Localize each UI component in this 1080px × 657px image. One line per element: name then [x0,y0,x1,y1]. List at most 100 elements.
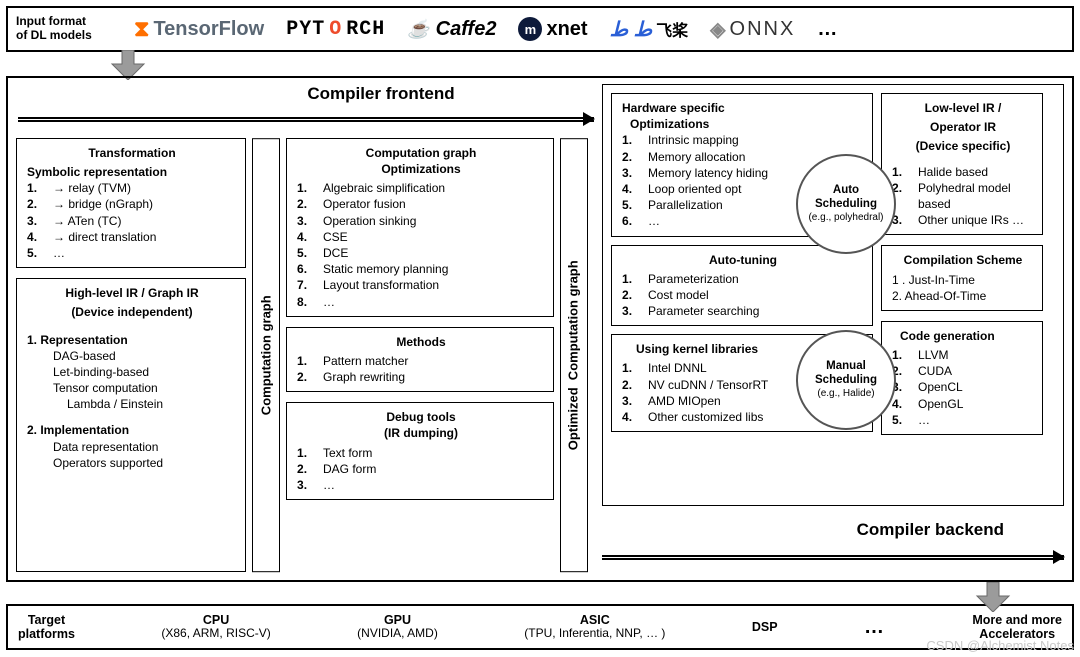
asic-item: ASIC (TPU, Inferentia, NNP, … ) [524,613,665,641]
hw-item: Parallelization [648,197,723,213]
circ2-a: Manual [815,360,877,374]
hir-rep-head: 1. Representation [27,332,237,348]
codegen-item: OpenCL [918,379,963,395]
circ1-a: Auto [808,184,883,198]
lir-item: Halide based [918,164,988,180]
high-level-ir-box: High-level IR / Graph IR (Device indepen… [16,278,246,572]
lir-t2: Operator IR [892,119,1034,135]
circ2-c: (e.g., Halide) [815,388,877,400]
manual-scheduling-circle: Manual Scheduling (e.g., Halide) [796,330,896,430]
auto-item: Parameterization [648,271,739,287]
cgo-item: DCE [323,245,348,261]
frontend-arrow-bar [18,112,594,126]
hw-item: Memory latency hiding [648,165,768,181]
dsp-item: DSP [752,620,778,634]
debug-box: Debug tools (IR dumping) Text form DAG f… [286,402,554,500]
gpu-title: GPU [357,613,438,627]
backend-title: Compiler backend [602,520,1064,540]
onnx-icon: ◈ [710,17,725,42]
mxnet-badge-icon: m [518,17,542,41]
cgo-item: Operator fusion [323,196,406,212]
backend-col2: Low-level IR / Operator IR (Device speci… [881,93,1043,497]
codegen-item: OpenGL [918,396,963,412]
pytorch-logo: PYTORCH [286,18,385,41]
pytorch-pre: PYT [286,18,325,41]
asic-title: ASIC [524,613,665,627]
cpu-item: CPU (X86, ARM, RISC-V) [161,613,270,641]
tensorflow-icon: ⧗ [134,16,149,42]
transformation-box: Transformation Symbolic representation →… [16,138,246,268]
targets-dots: … [864,616,886,639]
target-platforms-band: Target platforms CPU (X86, ARM, RISC-V) … [6,604,1074,650]
cgo-list: Algebraic simplification Operator fusion… [297,180,545,310]
cgo-item: Algebraic simplification [323,180,445,196]
transform-item: → direct translation [53,229,156,245]
codegen-item: LLVM [918,347,948,363]
gpu-sub: (NVIDIA, AMD) [357,627,438,641]
cgo-item: … [323,294,335,310]
target-label: Target platforms [18,613,75,642]
optimized-label-b: Computation graph [566,260,583,380]
hw-item: Intrinsic mapping [648,132,739,148]
paddle-text: 飞桨 [656,17,688,41]
lir-item: Polyhedral model based [918,180,1034,212]
cpu-sub: (X86, ARM, RISC-V) [161,627,270,641]
more-frameworks-dots: … [817,18,839,41]
codegen-box: Code generation LLVM CUDA OpenCL OpenGL … [881,321,1043,435]
backend-arrow-bar [602,550,1064,564]
frontend-col1: Transformation Symbolic representation →… [16,138,246,572]
hir-rep-item: Lambda / Einstein [27,396,237,412]
pytorch-flame-icon: O [329,18,342,41]
onnx-text: ONNX [730,18,796,41]
cgo-item: CSE [323,229,348,245]
autotune-box: Auto-tuning Parameterization Cost model … [611,245,873,327]
circ1-b: Scheduling [808,198,883,212]
frontend-col2: Computation graph Optimizations Algebrai… [286,138,554,572]
debug-item: DAG form [323,461,376,477]
hir-rep-item: Tensor computation [27,380,237,396]
computation-graph-label: Computation graph [252,138,280,572]
pytorch-post: RCH [346,18,385,41]
methods-title: Methods [297,334,545,350]
cpu-title: CPU [161,613,270,627]
hir-impl-item: Data representation [27,439,237,455]
hw-item: … [648,213,660,229]
auto-item: Parameter searching [648,303,759,319]
transform-item: → ATen (TC) [53,213,121,229]
scheme-title: Compilation Scheme [892,252,1034,268]
gpu-item: GPU (NVIDIA, AMD) [357,613,438,641]
codegen-title: Code generation [892,328,1034,344]
cgo-item: Static memory planning [323,261,448,277]
backend-col1: Hardware specific Optimizations Intrinsi… [611,93,873,497]
auto-scheduling-circle: Auto Scheduling (e.g., polyhedral) [796,154,896,254]
debug-title: Debug tools (IR dumping) [297,409,545,441]
debug-item: … [323,477,335,493]
optimized-graph-label: Optimized Computation graph [560,138,588,572]
codegen-item: CUDA [918,363,952,379]
debug-item: Text form [323,445,372,461]
hir-rep-item: Let-binding-based [27,364,237,380]
frontend-body: Transformation Symbolic representation →… [16,138,596,572]
codegen-item: … [918,412,930,428]
scheme-item: 2. Ahead-Of-Time [892,288,1034,304]
optimized-label-a: Optimized [566,387,583,450]
input-label-l2: of DL models [16,29,112,43]
hir-impl-head: 2. Implementation [27,422,237,438]
input-label-l1: Input format [16,15,112,29]
watermark-text: CSDN @Alchemist Notes [926,638,1074,653]
input-label: Input format of DL models [16,15,112,43]
mxnet-logo: m xnet [518,17,587,41]
scheme-box: Compilation Scheme 1 . Just-In-Time 2. A… [881,245,1043,311]
hir-impl-item: Operators supported [27,455,237,471]
coffee-cup-icon: ☕ [407,19,429,40]
lir-t3: (Device specific) [892,138,1034,154]
paddle-icon: ط ط [610,17,653,42]
hw-item: Memory allocation [648,149,745,165]
hw-item: Loop oriented opt [648,181,741,197]
cgo-item: Operation sinking [323,213,416,229]
hw-t1: Hardware specific [622,100,864,116]
hir-title1: High-level IR / Graph IR [27,285,237,301]
methods-box: Methods Pattern matcher Graph rewriting [286,327,554,393]
transformation-list: → relay (TVM) → bridge (nGraph) → ATen (… [27,180,237,261]
transform-item: → relay (TVM) [53,180,131,196]
